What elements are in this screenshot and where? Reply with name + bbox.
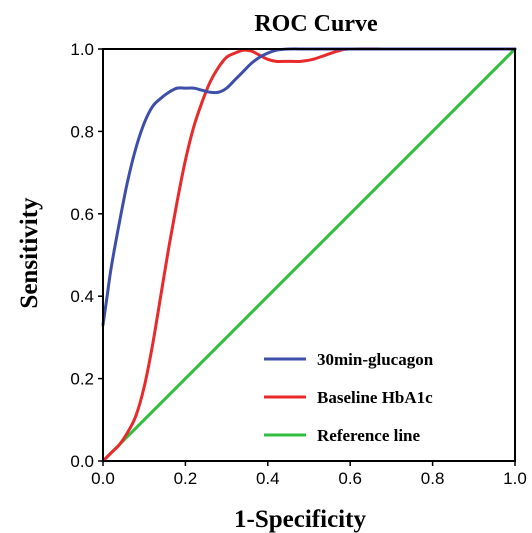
y-tick-label: 0.0	[70, 452, 94, 471]
y-tick-label: 0.8	[70, 122, 94, 141]
legend-label-baseline-hba1c: Baseline HbA1c	[317, 388, 433, 407]
plot-frame	[102, 48, 516, 462]
x-tick-label: 0.0	[91, 469, 115, 488]
x-tick-label: 0.4	[256, 469, 280, 488]
legend-label-reference-line: Reference line	[317, 426, 421, 445]
x-axis-label: 1-Specificity	[234, 506, 366, 533]
x-tick-label: 0.6	[338, 469, 362, 488]
series-line-baseline-hba1c	[101, 47, 517, 463]
series-line-reference-line	[101, 47, 517, 463]
y-tick-label: 1.0	[70, 40, 94, 59]
x-tick-label: 0.2	[174, 469, 198, 488]
y-tick-label: 0.4	[70, 287, 94, 306]
chart-title: ROC Curve	[254, 11, 378, 37]
x-tick-label: 0.8	[421, 469, 445, 488]
y-axis-label: Sensitivity	[16, 197, 43, 309]
axes-layer: 0.0 0.2 0.4 0.6 0.8 1.0 0.0 0.2 0.4 0.6 0.8 1.0	[70, 40, 526, 488]
y-tick-label: 0.2	[70, 370, 94, 389]
legend: 30min-glucagon Baseline HbA1c Reference li…	[264, 350, 434, 445]
y-tick-label: 0.6	[70, 205, 94, 224]
x-tick-label: 1.0	[503, 469, 527, 488]
legend-label-30min-glucagon: 30min-glucagon	[317, 350, 434, 369]
